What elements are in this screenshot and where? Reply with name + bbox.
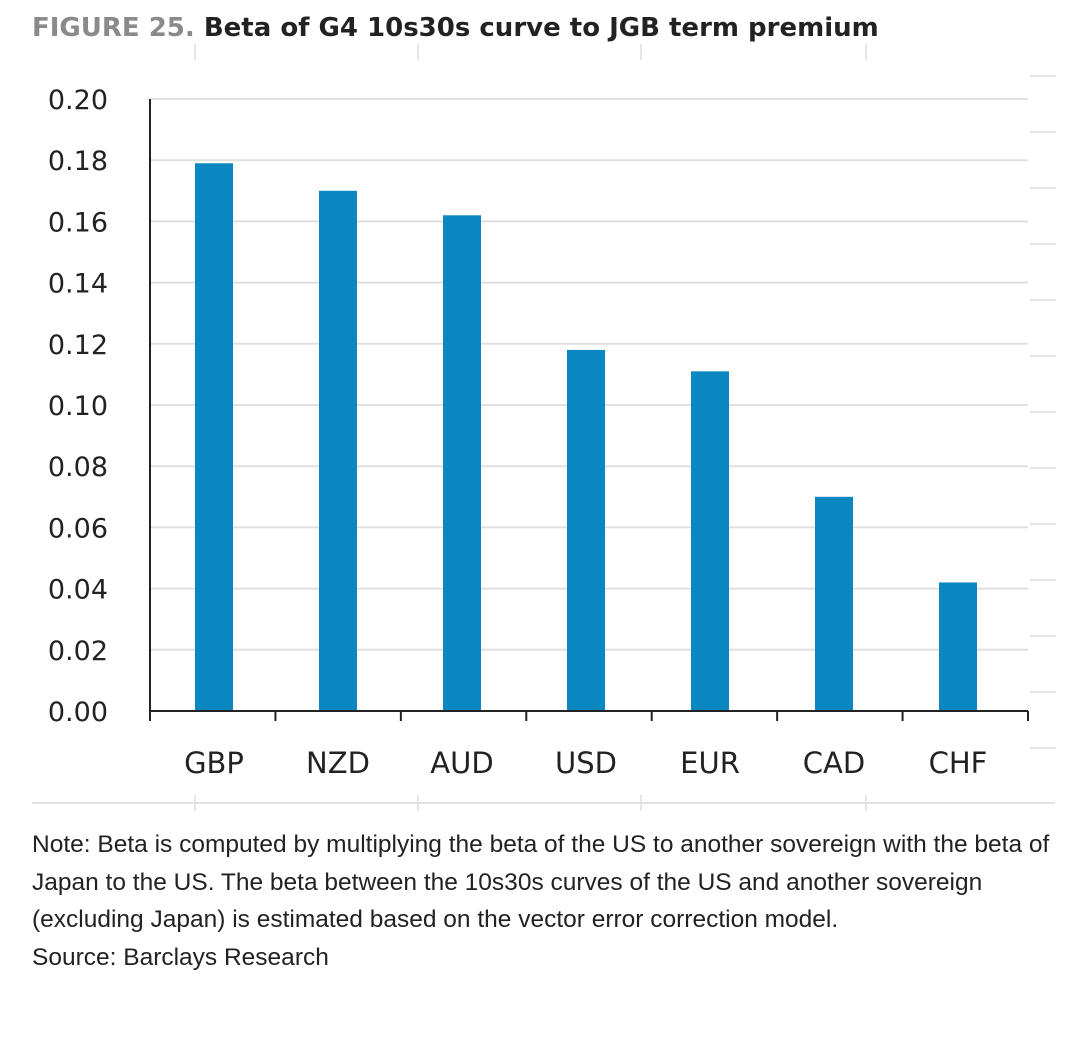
x-tick-label: EUR: [680, 746, 740, 780]
y-tick-label: 0.04: [48, 575, 108, 606]
chart-frame: [32, 44, 1056, 811]
axes: [149, 99, 1029, 721]
bar-chf: [939, 582, 977, 711]
y-tick-labels: 0.00 0.02 0.04 0.06 0.08 0.10 0.12 0.14 0.16 0.18…: [48, 85, 108, 728]
y-tick-label: 0.02: [48, 636, 108, 667]
y-tick-label: 0.06: [48, 513, 108, 544]
y-tick-label: 0.18: [48, 146, 108, 177]
bar-gbp: [195, 163, 233, 711]
figure-title-text: Beta of G4 10s30s curve to JGB term prem…: [203, 13, 879, 43]
bar-nzd: [319, 190, 357, 712]
figure-label: FIGURE 25.: [32, 13, 195, 43]
bar-usd: [567, 349, 605, 711]
y-tick-label: 0.14: [48, 269, 108, 300]
bar-chart: 0.00 0.02 0.04 0.06 0.08 0.10 0.12 0.14 0.16 0.18…: [32, 44, 1056, 811]
note-text: Note: Beta is computed by multiplying th…: [32, 831, 1050, 933]
chart-note: Note: Beta is computed by multiplying th…: [32, 826, 1052, 976]
figure-title: FIGURE 25. Beta of G4 10s30s curve to JG…: [32, 8, 879, 48]
x-tick-label: USD: [555, 746, 617, 780]
y-tick-label: 0.00: [48, 697, 108, 728]
y-tick-label: 0.08: [48, 452, 108, 483]
bars: [195, 163, 977, 712]
x-tick-label: GBP: [184, 746, 244, 780]
x-tick-labels: GBP NZD AUD USD EUR CAD CHF: [184, 746, 987, 780]
bar-eur: [691, 371, 729, 711]
bar-cad: [815, 496, 853, 711]
bar-aud: [443, 215, 481, 711]
y-tick-label: 0.20: [48, 85, 108, 116]
x-tick-label: CHF: [929, 746, 988, 780]
x-tick-label: CAD: [803, 746, 865, 780]
source-text: Source: Barclays Research: [32, 943, 329, 971]
y-tick-label: 0.12: [48, 330, 108, 361]
x-tick-label: NZD: [306, 746, 370, 780]
y-tick-label: 0.16: [48, 207, 108, 238]
x-tick-label: AUD: [430, 746, 493, 780]
y-tick-label: 0.10: [48, 391, 108, 422]
